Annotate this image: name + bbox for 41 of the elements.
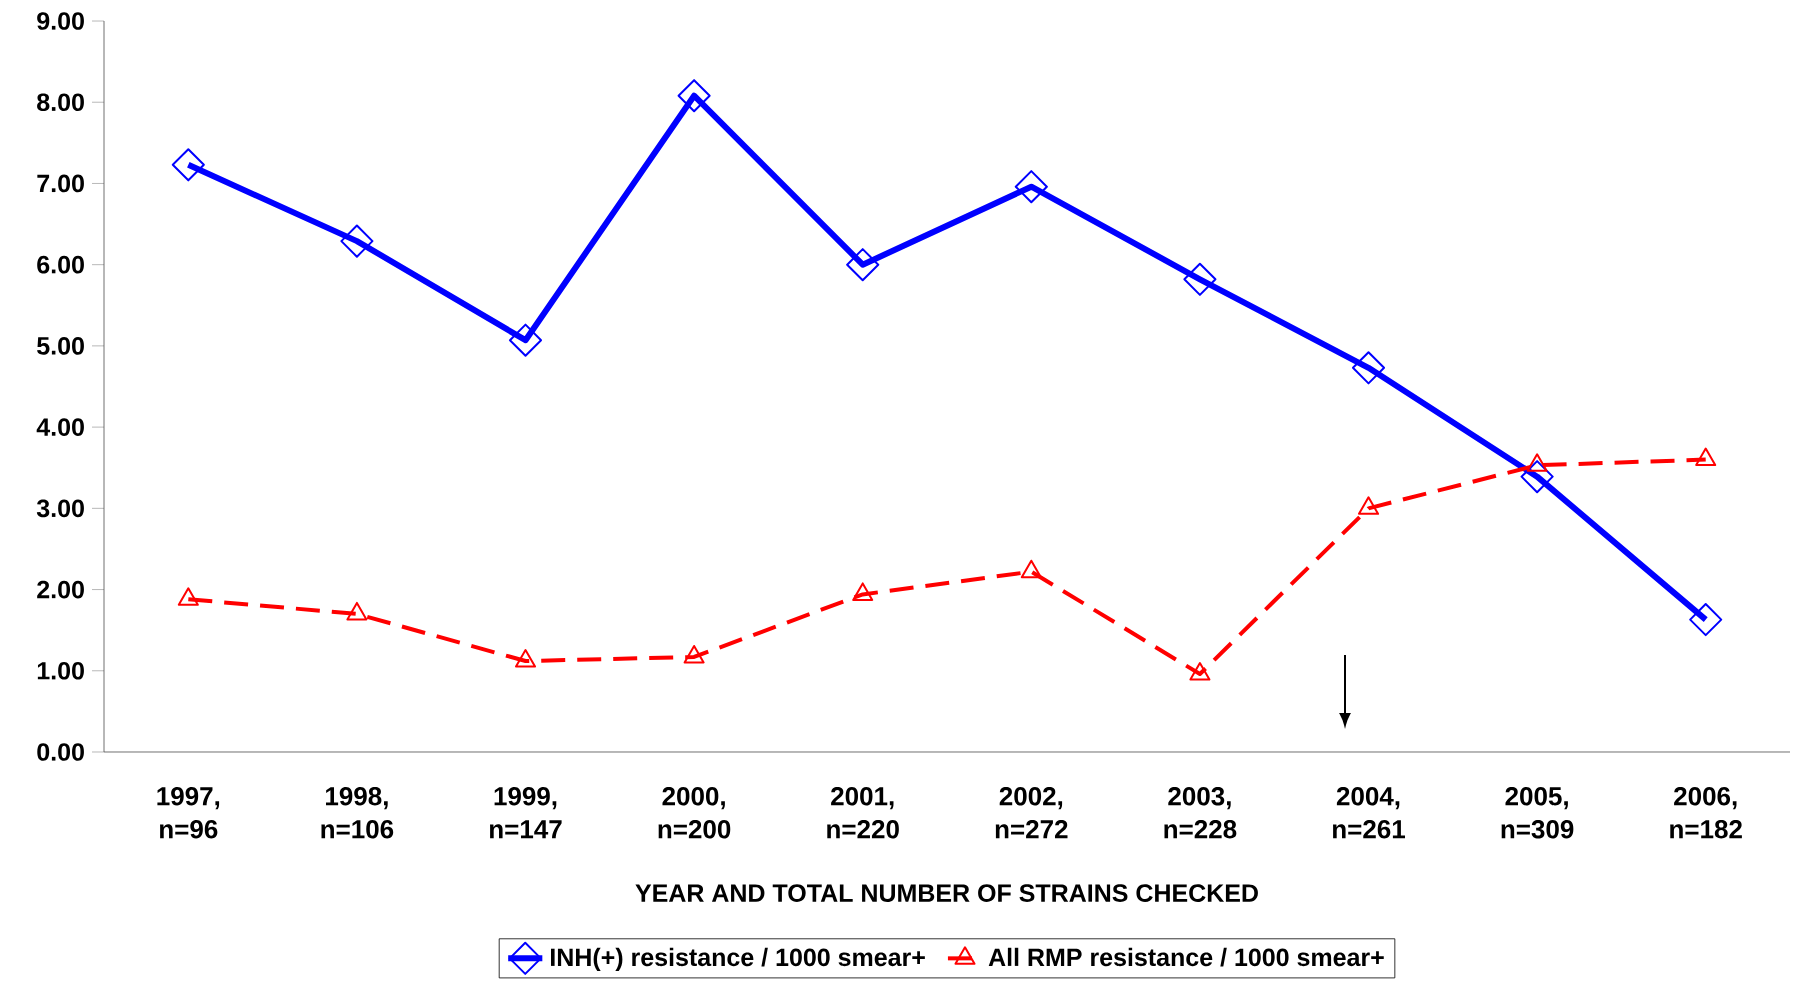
- y-tick-label: 6.00: [37, 255, 84, 274]
- x-tick-label: 2004, n=261: [1333, 787, 1406, 839]
- x-tick-label: 1997, n=96: [157, 787, 220, 839]
- x-axis-title: YEAR AND TOTAL NUMBER OF STRAINS CHECKED: [635, 884, 1258, 902]
- y-tick-label: 0.00: [37, 743, 84, 761]
- point: [171, 148, 205, 182]
- x-tick-label: 2003, n=228: [1164, 787, 1237, 839]
- point: [1183, 262, 1217, 296]
- x-tick-label: 1999, n=147: [490, 787, 562, 839]
- point: [677, 79, 711, 113]
- point: [1020, 559, 1042, 579]
- point: [1526, 453, 1548, 472]
- y-tick-label: 7.00: [37, 174, 84, 193]
- point: [1695, 447, 1717, 467]
- x-tick-label: 2001, n=220: [827, 787, 899, 839]
- point: [340, 224, 374, 258]
- y-tick-label: 8.00: [37, 93, 84, 112]
- point: [1351, 351, 1386, 385]
- point: [846, 248, 880, 282]
- y-tick-label: 1.00: [37, 661, 84, 680]
- x-tick-label: 1998, n=106: [321, 787, 394, 839]
- point: [346, 601, 368, 621]
- point: [508, 323, 543, 357]
- x-tick-label: 2005, n=309: [1501, 787, 1574, 839]
- y-tick-label: 5.00: [37, 337, 84, 355]
- point: [177, 587, 199, 606]
- y-tick-label: 4.00: [36, 418, 84, 436]
- y-tick-label: 3.00: [36, 499, 84, 518]
- legend-label: All RMP resistance / 1000 smear+: [988, 947, 1384, 967]
- x-tick-label: 2006, n=182: [1670, 787, 1742, 839]
- point: [852, 582, 874, 601]
- y-tick-label: 2.00: [37, 580, 84, 599]
- point: [683, 644, 705, 664]
- x-tick-label: 2000, n=200: [658, 787, 731, 839]
- point: [1357, 496, 1380, 515]
- y-tick-label: 9.00: [37, 12, 84, 30]
- point: [514, 649, 537, 668]
- point: [1014, 170, 1048, 204]
- legend-label: INH(+) resistance / 1000 smear+: [550, 947, 925, 972]
- x-tick-label: 2002, n=272: [995, 787, 1068, 839]
- point: [1189, 662, 1211, 681]
